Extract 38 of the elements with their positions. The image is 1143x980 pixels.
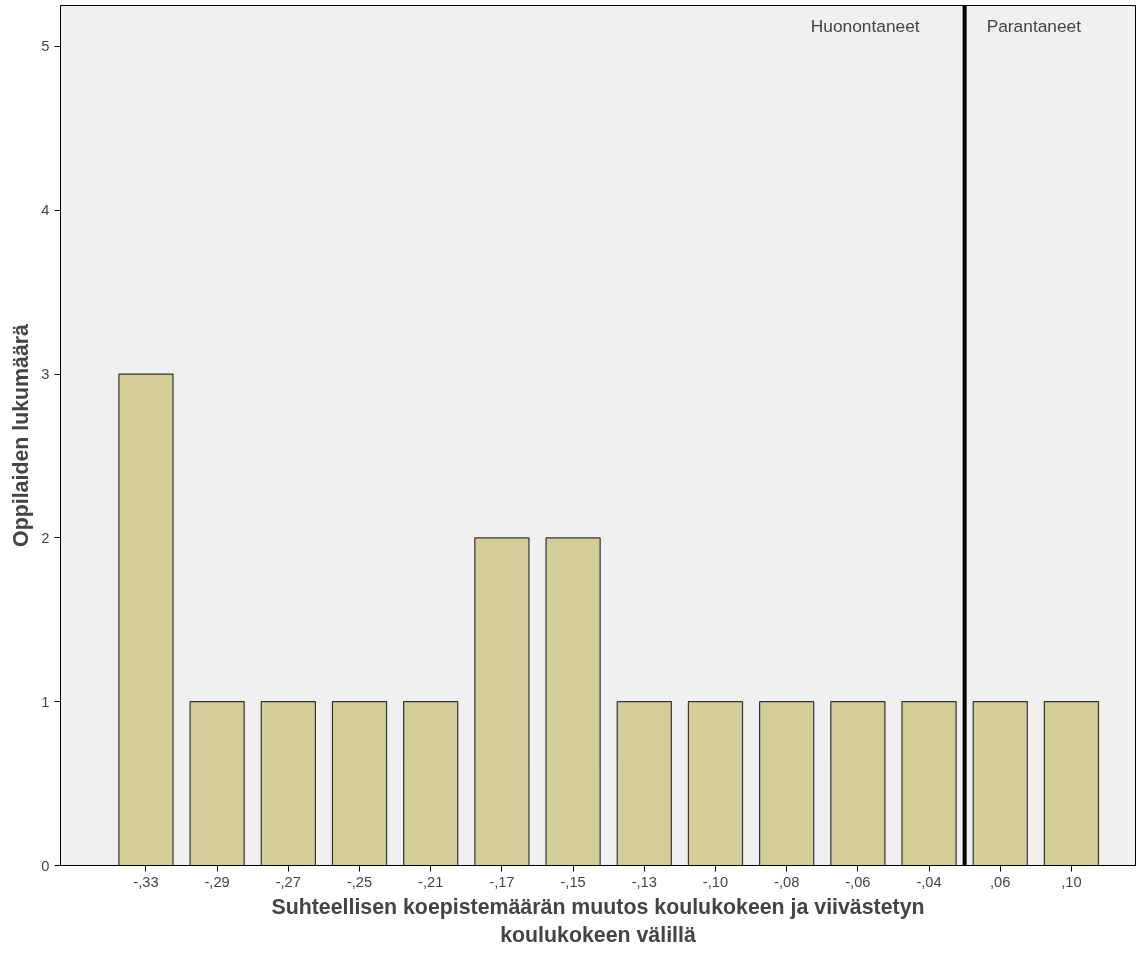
y-axis-title: Oppilaiden lukumäärä: [9, 323, 34, 547]
x-tick-label: -,33: [133, 873, 159, 890]
x-tick-label: -,15: [560, 873, 586, 890]
bar: [331, 701, 388, 866]
x-tick-label: -,06: [845, 873, 871, 890]
bar: [189, 701, 245, 866]
bar: [830, 701, 886, 866]
bar: [687, 701, 744, 866]
bar: [972, 701, 1028, 866]
bar: [545, 537, 601, 866]
x-tick-label: -,10: [702, 873, 729, 890]
bar: [118, 373, 174, 866]
x-tick-label: ,10: [1061, 873, 1082, 890]
y-tick-label: 4: [41, 202, 50, 219]
x-axis-title: Suhteellisen koepistemäärän muutos koulukokeen ja viivästetyn koulukokeen välillä: [271, 894, 925, 948]
y-tick-label: 1: [41, 693, 50, 710]
bar: [260, 701, 316, 866]
y-tick-label: 5: [41, 38, 50, 55]
x-tick-label: -,21: [418, 873, 444, 890]
bar: [403, 701, 459, 866]
x-tick-label: -,17: [489, 873, 515, 890]
y-tick-label: 0: [41, 857, 50, 874]
bar: [474, 537, 530, 866]
bar: [1043, 701, 1100, 866]
x-tick-label: -,25: [346, 873, 373, 890]
bar: [616, 701, 672, 866]
y-tick-label: 3: [41, 366, 50, 383]
x-tick-label: -,13: [631, 873, 657, 890]
x-tick-label: -,08: [774, 873, 800, 890]
x-tick-label: -,27: [275, 873, 301, 890]
annotation: Huonontaneet: [810, 15, 920, 36]
annotation: Parantaneet: [986, 15, 1082, 36]
y-tick-label: 2: [41, 529, 50, 546]
x-tick-label: -,29: [204, 873, 230, 890]
bar: [901, 701, 957, 866]
x-tick-label: ,06: [990, 873, 1011, 890]
bar: [759, 701, 815, 866]
x-tick-label: -,04: [916, 873, 942, 890]
